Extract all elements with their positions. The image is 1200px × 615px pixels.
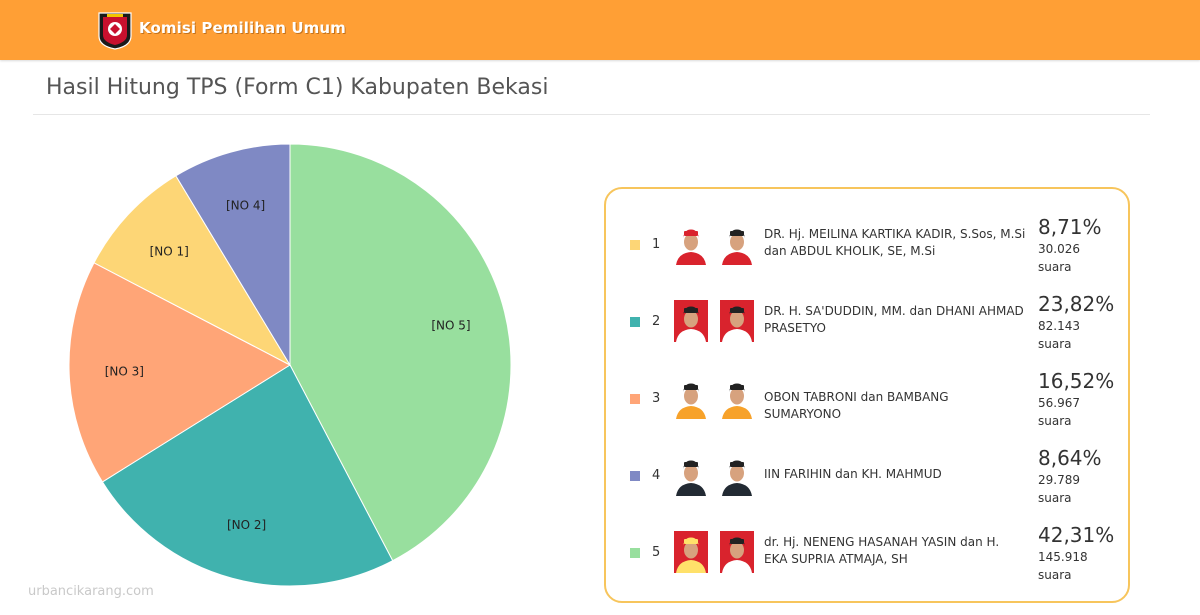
legend-row-1: 1 DR. Hj. MEILINA KARTIKA KADIR, S.Sos, …: [606, 205, 1128, 283]
candidate-photo[interactable]: [674, 531, 708, 573]
vote-count: 56.967: [1038, 396, 1080, 410]
legend-swatch: [630, 548, 640, 558]
candidate-names: DR. Hj. MEILINA KARTIKA KADIR, S.Sos, M.…: [764, 227, 1026, 258]
candidate-photo[interactable]: [720, 300, 754, 342]
vote-unit: suara: [1038, 568, 1072, 582]
candidate-photo[interactable]: [720, 454, 754, 496]
vote-percentage: 16,52%: [1038, 369, 1115, 393]
candidate-legend: 1 DR. Hj. MEILINA KARTIKA KADIR, S.Sos, …: [604, 187, 1130, 603]
legend-row-2: 2 DR. H. SA'DUDDIN, MM. dan DHANI AHMAD …: [606, 282, 1128, 360]
candidate-photo[interactable]: [720, 377, 754, 419]
pie-slice-label: [NO 3]: [105, 364, 144, 378]
vote-count: 145.918: [1038, 550, 1088, 564]
pie-slice-4[interactable]: [93, 175, 292, 367]
legend-swatch: [630, 394, 640, 404]
candidate-names: dr. Hj. NENENG HASANAH YASIN dan H. EKA …: [764, 535, 1000, 566]
legend-row-4: 4 IIN FARIHIN dan KH. MAHMUD 8,64% 29.789 s…: [606, 436, 1128, 514]
legend-swatch: [630, 240, 640, 250]
pie-slice-label: [NO 4]: [226, 198, 265, 212]
page-title: Hasil Hitung TPS (Form C1) Kabupaten Bek…: [46, 75, 549, 100]
title-divider: [33, 114, 1150, 115]
pie-slice-2[interactable]: [101, 364, 394, 587]
pie-slice-1[interactable]: [289, 143, 512, 562]
vote-count: 82.143: [1038, 319, 1080, 333]
top-bar: Komisi Pemilihan Umum: [0, 0, 1200, 60]
vote-percentage: 23,82%: [1038, 292, 1115, 316]
candidate-photo[interactable]: [674, 223, 708, 265]
candidate-number: 2: [652, 314, 661, 329]
watermark: urbancikarang.com: [28, 584, 154, 599]
candidate-photo[interactable]: [674, 454, 708, 496]
candidate-names: OBON TABRONI dan BAMBANG SUMARYONO: [764, 390, 949, 421]
kpu-logo[interactable]: [96, 10, 134, 50]
legend-row-5: 5 dr. Hj. NENENG HASANAH YASIN dan H. EK…: [606, 513, 1128, 591]
pie-slice-label: [NO 1]: [150, 244, 189, 258]
vote-unit: suara: [1038, 491, 1072, 505]
vote-unit: suara: [1038, 337, 1072, 351]
vote-percentage: 8,71%: [1038, 215, 1102, 239]
vote-count: 30.026: [1038, 242, 1080, 256]
candidate-number: 1: [652, 237, 661, 252]
candidate-number: 3: [652, 391, 661, 406]
vote-count: 29.789: [1038, 473, 1080, 487]
vote-unit: suara: [1038, 260, 1072, 274]
candidate-photo[interactable]: [720, 531, 754, 573]
pie-slice-3[interactable]: [68, 262, 292, 483]
candidate-number: 4: [652, 468, 661, 483]
pie-slice-5[interactable]: [175, 143, 291, 367]
pie-chart: [NO 5] [NO 2] [NO 3] [NO 1] [NO 4]: [68, 143, 512, 587]
legend-row-3: 3 OBON TABRONI dan BAMBANG SUMARYONO 16,5…: [606, 359, 1128, 437]
candidate-names: IIN FARIHIN dan KH. MAHMUD: [764, 467, 942, 481]
pie-slice-label: [NO 5]: [431, 318, 470, 332]
candidate-photo[interactable]: [674, 377, 708, 419]
vote-unit: suara: [1038, 414, 1072, 428]
candidate-number: 5: [652, 545, 661, 560]
vote-percentage: 8,64%: [1038, 446, 1102, 470]
candidate-photo[interactable]: [674, 300, 708, 342]
legend-swatch: [630, 471, 640, 481]
candidate-photo[interactable]: [720, 223, 754, 265]
brand-name[interactable]: Komisi Pemilihan Umum: [139, 19, 346, 37]
pie-slice-label: [NO 2]: [227, 518, 266, 532]
legend-swatch: [630, 317, 640, 327]
candidate-names: DR. H. SA'DUDDIN, MM. dan DHANI AHMAD PR…: [764, 304, 1024, 335]
vote-percentage: 42,31%: [1038, 523, 1115, 547]
